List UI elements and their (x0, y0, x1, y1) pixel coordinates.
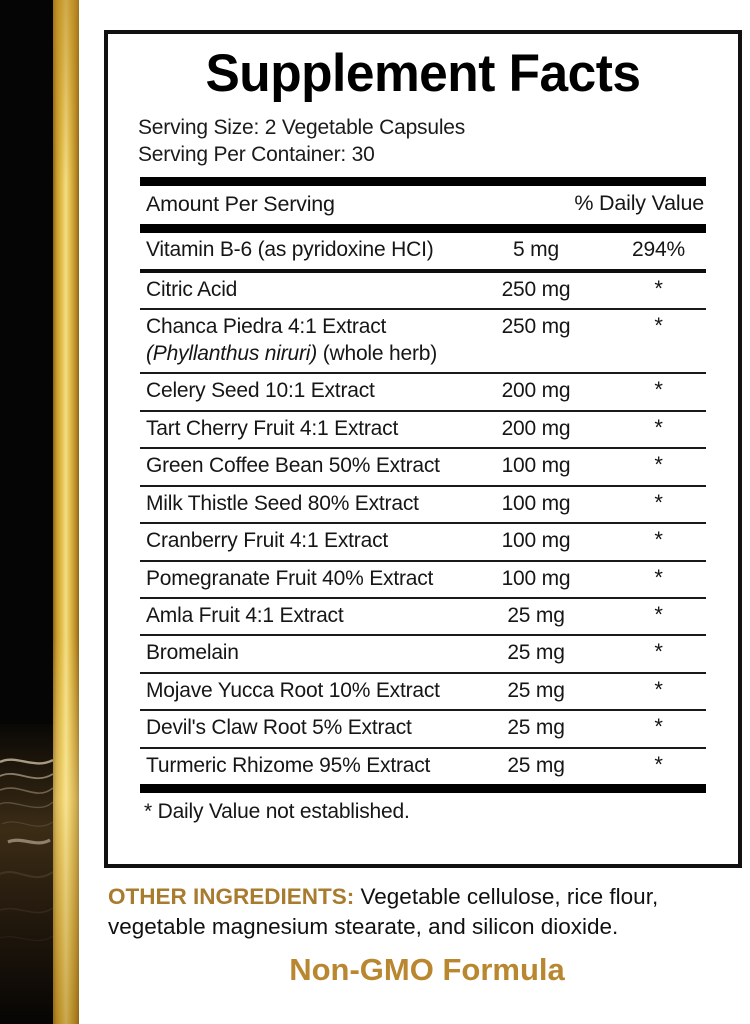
other-ingredients-label: OTHER INGREDIENTS: (108, 884, 355, 909)
row-name-primary: Chanca Piedra 4:1 Extract (146, 315, 387, 339)
rule-row (140, 746, 706, 749)
other-ingredients-block: OTHER INGREDIENTS: Vegetable cellulose, … (108, 882, 748, 942)
row-daily-value: * (654, 414, 663, 440)
rule-row (140, 597, 706, 599)
row-daily-value: * (654, 489, 663, 515)
row-name: Tart Cherry Fruit 4:1 Extract (146, 416, 399, 440)
row-daily-value: 294% (632, 238, 685, 262)
rule-row (140, 522, 706, 525)
row-name: Chanca Piedra 4:1 Extract (Phyllanthus n… (140, 314, 461, 367)
rule-row (140, 484, 706, 487)
rule-row (140, 409, 706, 412)
rule-row (140, 634, 706, 637)
header-amount-per-serving: Amount Per Serving (146, 192, 335, 217)
row-daily-value: * (654, 676, 663, 702)
rule-row (140, 308, 706, 311)
smoke-wisp-icon (0, 724, 53, 1024)
table-row: Milk Thistle Seed 80% Extract 100 mg * (140, 487, 706, 522)
row-name: Cranberry Fruit 4:1 Extract (146, 529, 389, 553)
row-amount: 100 mg (501, 566, 571, 590)
rule-row (140, 447, 706, 450)
left-black-band (0, 0, 53, 1024)
row-daily-value: * (654, 377, 663, 403)
row-name-secondary: (Phyllanthus niruri) (whole herb) (146, 341, 461, 367)
table-row: Celery Seed 10:1 Extract 200 mg * (140, 374, 706, 409)
other-ingredients-text: Vegetable cellulose, rice flour, vegetab… (108, 884, 659, 939)
row-amount: 25 mg (507, 716, 565, 740)
table-row: Tart Cherry Fruit 4:1 Extract 200 mg * (140, 412, 706, 447)
table-row: Amla Fruit 4:1 Extract 25 mg * (140, 599, 706, 634)
row-amount: 25 mg (507, 641, 565, 665)
row-amount: 100 mg (501, 454, 571, 478)
row-name: Vitamin B-6 (as pyridoxine HCI) (146, 238, 434, 262)
row-amount: 25 mg (507, 604, 565, 627)
row-name: Pomegranate Fruit 40% Extract (146, 566, 434, 590)
daily-value-footnote: * Daily Value not established. (144, 800, 410, 824)
serving-size: Serving Size: 2 Vegetable Capsules (138, 115, 466, 139)
table-row: Devil's Claw Root 5% Extract 25 mg * (140, 711, 706, 746)
row-amount: 200 mg (501, 416, 571, 440)
row-amount: 5 mg (513, 238, 559, 262)
row-name: Citric Acid (146, 277, 238, 301)
non-gmo-heading: Non-GMO Formula (289, 952, 565, 987)
table-row: Bromelain 25 mg * (140, 636, 706, 671)
row-name: Amla Fruit 4:1 Extract (146, 604, 344, 627)
row-daily-value: * (654, 639, 663, 665)
servings-per-container: Serving Per Container: 30 (138, 142, 375, 166)
header-percent-daily-value: % Daily Value (574, 191, 704, 216)
row-name: Bromelain (146, 641, 239, 665)
table-row: Vitamin B-6 (as pyridoxine HCI) 5 mg 294… (140, 233, 706, 268)
row-name: Milk Thistle Seed 80% Extract (146, 491, 419, 515)
row-daily-value: * (654, 313, 663, 339)
supplement-facts-panel: Supplement Facts Serving Size: 2 Vegetab… (104, 30, 742, 868)
row-amount: 25 mg (507, 753, 565, 777)
rule-row (140, 671, 706, 674)
table-row: Chanca Piedra 4:1 Extract (Phyllanthus n… (140, 310, 706, 372)
rule-row (140, 559, 706, 562)
rule-row (140, 372, 706, 375)
row-daily-value: * (654, 602, 663, 627)
table-row: Citric Acid 250 mg * (140, 273, 706, 308)
row-amount: 100 mg (501, 491, 571, 515)
row-daily-value: * (654, 275, 663, 301)
scientific-name: (Phyllanthus niruri) (146, 341, 318, 365)
rule-after-vitamin (140, 268, 706, 273)
table-row: Turmeric Rhizome 95% Extract 25 mg * (140, 749, 706, 784)
rule-row (140, 709, 706, 712)
table-header-row: Amount Per Serving % Daily Value (140, 186, 706, 224)
page-title: Supplement Facts (205, 44, 641, 103)
table-row: Mojave Yucca Root 10% Extract 25 mg * (140, 674, 706, 709)
table-row: Green Coffee Bean 50% Extract 100 mg * (140, 449, 706, 484)
rule-top-thick (140, 177, 706, 187)
table-row: Cranberry Fruit 4:1 Extract 100 mg * (140, 524, 706, 559)
smoke-texture (0, 724, 53, 1024)
serving-info: Serving Size: 2 Vegetable Capsules Servi… (138, 115, 738, 169)
row-amount: 250 mg (501, 277, 571, 301)
row-name: Devil's Claw Root 5% Extract (146, 716, 412, 740)
rule-header-bottom-thick (140, 224, 706, 234)
row-daily-value: * (654, 751, 663, 777)
row-daily-value: * (654, 564, 663, 590)
facts-table: Amount Per Serving % Daily Value Vitamin… (140, 177, 706, 794)
row-daily-value: * (654, 452, 663, 478)
row-daily-value: * (654, 714, 663, 740)
row-amount: 200 mg (501, 379, 571, 403)
row-name: Mojave Yucca Root 10% Extract (146, 678, 440, 702)
row-name: Celery Seed 10:1 Extract (146, 379, 375, 403)
row-name: Green Coffee Bean 50% Extract (146, 454, 440, 478)
row-amount: 100 mg (501, 529, 571, 553)
row-amount: 25 mg (507, 678, 565, 702)
row-amount: 250 mg (501, 315, 571, 339)
row-name-suffix: (whole herb) (317, 341, 438, 365)
table-row: Pomegranate Fruit 40% Extract 100 mg * (140, 562, 706, 597)
gold-accent-stripe (53, 0, 79, 1024)
row-daily-value: * (654, 527, 663, 553)
row-name: Turmeric Rhizome 95% Extract (146, 753, 431, 777)
rule-bottom-thick (140, 784, 706, 794)
